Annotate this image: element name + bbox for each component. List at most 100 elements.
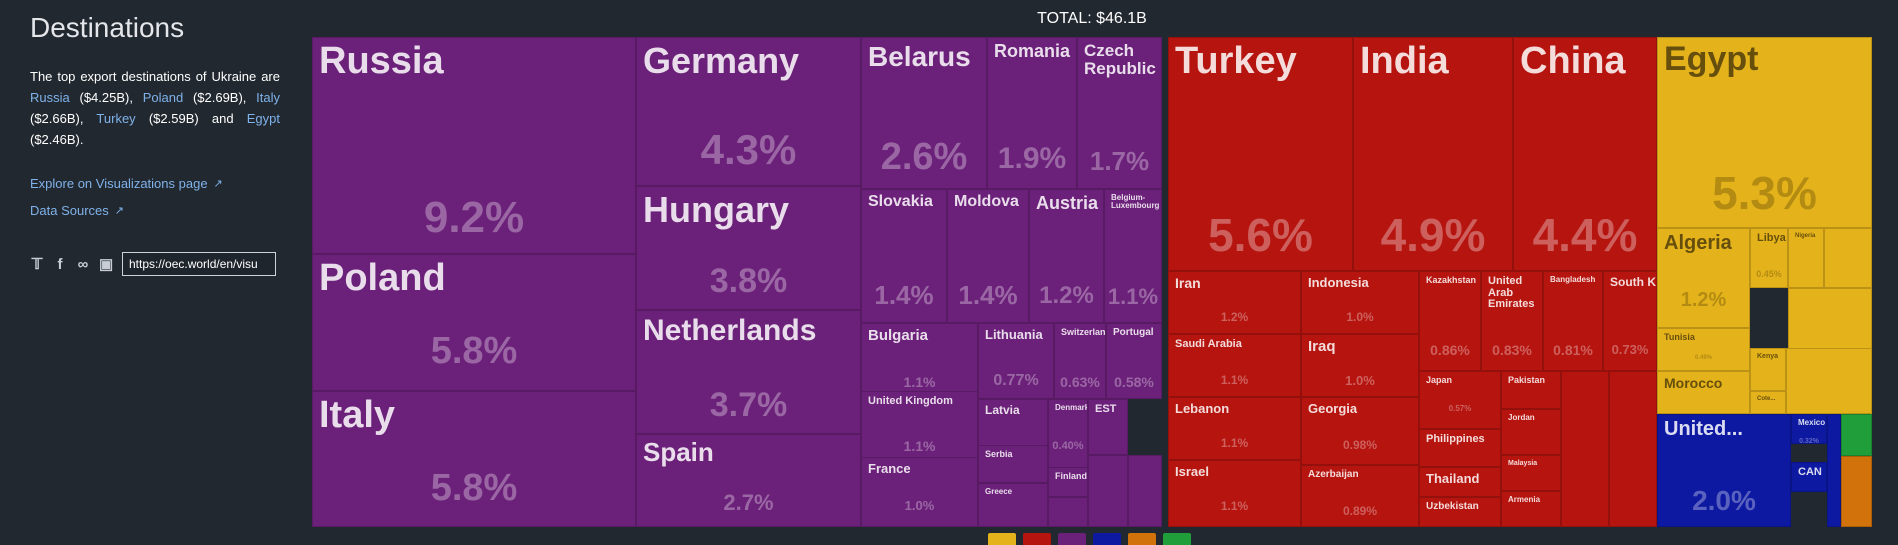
tile-pakistan[interactable]: Pakistan xyxy=(1501,371,1561,409)
tile-share: 0.86% xyxy=(1430,342,1470,358)
tile-romania[interactable]: Romania 1.9% xyxy=(987,37,1077,189)
tile-share: 0.32% xyxy=(1799,438,1819,444)
tile-switzerland[interactable]: Switzerland 0.63% xyxy=(1054,323,1106,399)
explore-link[interactable]: Explore on Visualizations page ↗ xyxy=(30,176,223,191)
tile-small[interactable] xyxy=(1827,414,1841,527)
tile-greece[interactable]: Greece xyxy=(978,483,1048,527)
link-egypt[interactable]: Egypt xyxy=(246,111,280,126)
tile-united-arab-emirates[interactable]: United Arab Emirates 0.83% xyxy=(1481,271,1543,371)
tile-label: Finland xyxy=(1055,471,1087,481)
tile-label: Bangladesh xyxy=(1550,275,1596,284)
tile-thailand[interactable]: Thailand xyxy=(1419,467,1501,497)
facebook-icon[interactable]: f xyxy=(57,255,63,273)
tile-turkey[interactable]: Turkey 5.6% xyxy=(1168,37,1353,271)
tile-south-korea[interactable]: South Korea 0.73% xyxy=(1603,271,1657,371)
tile-small[interactable] xyxy=(1824,228,1872,288)
tile-iran[interactable]: Iran 1.2% xyxy=(1168,271,1301,334)
link-turkey[interactable]: Turkey xyxy=(96,111,136,126)
tile-small[interactable] xyxy=(1128,455,1162,527)
tile-jordan[interactable]: Jordan xyxy=(1501,409,1561,455)
tile-denmark[interactable]: Denmark 0.40% xyxy=(1048,399,1088,477)
tile-can[interactable]: CAN xyxy=(1791,462,1827,492)
tile-bangladesh[interactable]: Bangladesh 0.81% xyxy=(1543,271,1603,371)
legend-asia-swatch[interactable] xyxy=(1023,533,1051,545)
tile-libya[interactable]: Libya 0.45% xyxy=(1750,228,1788,288)
tile-italy[interactable]: Italy 5.8% xyxy=(312,391,636,527)
tile-small[interactable] xyxy=(1048,497,1088,527)
tile-czech-republic[interactable]: Czech Republic 1.7% xyxy=(1077,37,1162,189)
twitter-icon[interactable]: 𝕋 xyxy=(31,256,43,273)
tile-share: 1.2% xyxy=(1220,310,1249,324)
tile-india[interactable]: India 4.9% xyxy=(1353,37,1513,271)
tile-kazakhstan[interactable]: Kazakhstan 0.86% xyxy=(1419,271,1481,371)
tile-armenia[interactable]: Armenia xyxy=(1501,491,1561,527)
tile-share: 4.3% xyxy=(700,126,797,173)
tile-united[interactable]: United... 2.0% xyxy=(1657,414,1791,527)
tile-russia[interactable]: Russia 9.2% xyxy=(312,37,636,254)
tile-label: Philippines xyxy=(1426,433,1485,445)
legend-south-america-swatch[interactable] xyxy=(1128,533,1156,545)
tile-georgia[interactable]: Georgia 0.98% xyxy=(1301,397,1419,465)
tile-uzbekistan[interactable]: Uzbekistan xyxy=(1419,497,1501,527)
tile-philippines[interactable]: Philippines xyxy=(1419,429,1501,467)
tile-mexico[interactable]: Mexico 0.32% xyxy=(1791,414,1827,444)
tile-cote[interactable]: Cote... xyxy=(1750,391,1786,414)
tile-slovakia[interactable]: Slovakia 1.4% xyxy=(861,189,947,323)
link-russia[interactable]: Russia xyxy=(30,90,70,105)
tile-azerbaijan[interactable]: Azerbaijan 0.89% xyxy=(1301,465,1419,527)
tile-belgium-luxembourg[interactable]: Belgium-Luxembourg 1.1% xyxy=(1104,189,1162,323)
tile-saudi-arabia[interactable]: Saudi Arabia 1.1% xyxy=(1168,334,1301,397)
tile-share: 5.8% xyxy=(430,467,518,509)
tile-serbia[interactable]: Serbia xyxy=(978,445,1048,483)
tile-iraq[interactable]: Iraq 1.0% xyxy=(1301,334,1419,397)
link-icon[interactable]: ∞ xyxy=(77,255,89,273)
tile-small[interactable] xyxy=(1088,455,1128,527)
legend-europe-swatch[interactable] xyxy=(1058,533,1086,545)
tile-share: 2.6% xyxy=(880,136,968,178)
tile-nigeria[interactable]: Nigeria xyxy=(1788,228,1824,288)
external-link-icon: ↗ xyxy=(213,178,223,190)
tile-israel[interactable]: Israel 1.1% xyxy=(1168,460,1301,527)
link-italy[interactable]: Italy xyxy=(256,90,281,105)
tile-label: Mexico xyxy=(1798,418,1826,427)
tile-netherlands[interactable]: Netherlands 3.7% xyxy=(636,310,861,434)
legend-north-america-swatch[interactable] xyxy=(1093,533,1121,545)
data-sources-link[interactable]: Data Sources ↗ xyxy=(30,203,124,218)
tile-lithuania[interactable]: Lithuania 0.77% xyxy=(978,323,1054,399)
tile-tunisia[interactable]: Tunisia 0.49% xyxy=(1657,328,1750,371)
legend-africa-swatch[interactable] xyxy=(988,533,1016,545)
tile-malaysia[interactable]: Malaysia xyxy=(1501,455,1561,491)
tile-france[interactable]: France 1.0% xyxy=(861,457,978,527)
explore-link-label: Explore on Visualizations page xyxy=(30,176,208,191)
tile-germany[interactable]: Germany 4.3% xyxy=(636,37,861,186)
tile-hungary[interactable]: Hungary 3.8% xyxy=(636,186,861,310)
tile-belarus[interactable]: Belarus 2.6% xyxy=(861,37,987,189)
tile-kenya[interactable]: Kenya xyxy=(1750,348,1786,391)
image-icon[interactable]: ▣ xyxy=(99,256,114,273)
tile-china[interactable]: China 4.4% xyxy=(1513,37,1657,271)
tile-small[interactable] xyxy=(1609,371,1657,527)
tile-egypt[interactable]: Egypt 5.3% xyxy=(1657,37,1872,228)
link-poland[interactable]: Poland xyxy=(142,90,184,105)
tile-japan[interactable]: Japan 0.57% xyxy=(1419,371,1501,429)
tile-morocco[interactable]: Morocco xyxy=(1657,371,1750,414)
tile-small[interactable] xyxy=(1786,348,1872,414)
tile-poland[interactable]: Poland 5.8% xyxy=(312,254,636,391)
tile-finland[interactable]: Finland xyxy=(1048,467,1088,497)
share-url-input[interactable] xyxy=(122,252,276,276)
tile-algeria[interactable]: Algeria 1.2% xyxy=(1657,228,1750,328)
tile-austria[interactable]: Austria 1.2% xyxy=(1029,189,1104,323)
tile-portugal[interactable]: Portugal 0.58% xyxy=(1106,323,1162,399)
tile-small[interactable] xyxy=(1841,414,1872,456)
tile-lebanon[interactable]: Lebanon 1.1% xyxy=(1168,397,1301,460)
tile-indonesia[interactable]: Indonesia 1.0% xyxy=(1301,271,1419,334)
tile-spain[interactable]: Spain 2.7% xyxy=(636,434,861,527)
tile-label: Jordan xyxy=(1508,413,1535,422)
tile-small[interactable] xyxy=(1841,456,1872,527)
tile-label: Netherlands xyxy=(643,314,817,347)
tile-label: Uzbekistan xyxy=(1426,501,1479,512)
legend-oceania-swatch[interactable] xyxy=(1163,533,1191,545)
tile-small[interactable] xyxy=(1561,371,1609,527)
tile-est[interactable]: EST xyxy=(1088,399,1128,455)
tile-moldova[interactable]: Moldova 1.4% xyxy=(947,189,1029,323)
